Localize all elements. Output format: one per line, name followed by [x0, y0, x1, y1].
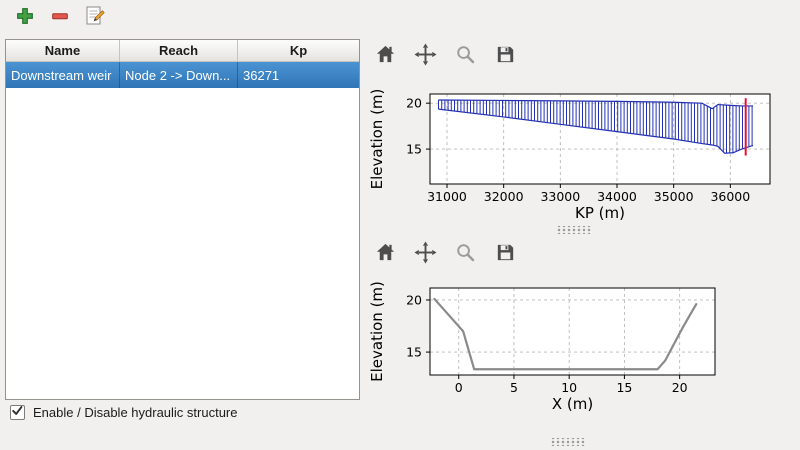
svg-text:15: 15 [406, 142, 422, 157]
home-button[interactable] [372, 242, 398, 268]
svg-text:36000: 36000 [710, 189, 750, 204]
edit-structure-button[interactable] [82, 5, 108, 31]
main-toolbar [0, 0, 800, 36]
pan-icon [413, 43, 437, 71]
pan-button[interactable] [412, 43, 438, 71]
column-header-name[interactable]: Name [6, 40, 120, 61]
svg-text:Elevation (m): Elevation (m) [368, 89, 386, 190]
svg-text:20: 20 [672, 380, 688, 395]
cross-section-plot-toolbar [372, 241, 518, 269]
svg-text:31000: 31000 [427, 189, 467, 204]
cell-name[interactable]: Downstream weir [6, 62, 120, 88]
svg-text:15: 15 [616, 380, 632, 395]
svg-text:5: 5 [510, 380, 518, 395]
zoom-icon [454, 43, 477, 71]
edit-icon [83, 4, 107, 33]
save-icon [494, 43, 517, 71]
enable-structure-label: Enable / Disable hydraulic structure [33, 405, 238, 420]
column-header-reach[interactable]: Reach [120, 40, 238, 61]
svg-text:0: 0 [455, 380, 463, 395]
longitudinal-profile-chart: 31000 32000 33000 34000 35000 36000 15 20 KP (m)… [368, 89, 771, 222]
zoom-icon [454, 241, 477, 269]
zoom-button[interactable] [452, 242, 478, 268]
svg-text:32000: 32000 [484, 189, 524, 204]
minus-icon [49, 5, 71, 32]
save-button[interactable] [492, 44, 518, 70]
structures-table: Name Reach Kp Downstream weir Node 2 -> … [5, 39, 360, 400]
home-icon [374, 43, 397, 71]
save-icon [494, 241, 517, 269]
svg-text:35000: 35000 [654, 189, 694, 204]
cell-kp[interactable]: 36271 [243, 67, 280, 83]
pan-button[interactable] [412, 241, 438, 269]
home-button[interactable] [372, 44, 398, 70]
profile-plot-toolbar [372, 43, 518, 71]
checkmark-icon [11, 404, 24, 422]
svg-text:Elevation (m): Elevation (m) [368, 281, 386, 382]
save-button[interactable] [492, 242, 518, 268]
pan-icon [413, 241, 437, 269]
svg-text:KP (m): KP (m) [575, 204, 625, 222]
cross-section-chart: 0 5 10 15 20 15 20 X (m) Elevation (m) [368, 281, 716, 413]
zoom-button[interactable] [452, 44, 478, 70]
enable-structure-checkbox[interactable] [10, 405, 25, 420]
svg-text:33000: 33000 [540, 189, 580, 204]
svg-text:10: 10 [561, 380, 577, 395]
plus-icon [14, 5, 36, 32]
home-icon [374, 241, 397, 269]
table-header: Name Reach Kp [6, 40, 359, 62]
cell-reach[interactable]: Node 2 -> Down... [120, 62, 238, 88]
splitter-handle[interactable] [556, 226, 592, 234]
svg-text:20: 20 [406, 96, 422, 111]
remove-structure-button[interactable] [47, 5, 73, 31]
splitter-handle[interactable] [550, 438, 586, 446]
column-header-kp[interactable]: Kp [289, 43, 308, 58]
svg-text:20: 20 [406, 292, 422, 307]
svg-text:X (m): X (m) [552, 395, 593, 413]
svg-text:15: 15 [406, 345, 422, 360]
add-structure-button[interactable] [12, 5, 38, 31]
enable-structure-row: Enable / Disable hydraulic structure [10, 405, 238, 420]
table-row[interactable]: Downstream weir Node 2 -> Down... 36271 [6, 62, 359, 88]
svg-text:34000: 34000 [597, 189, 637, 204]
